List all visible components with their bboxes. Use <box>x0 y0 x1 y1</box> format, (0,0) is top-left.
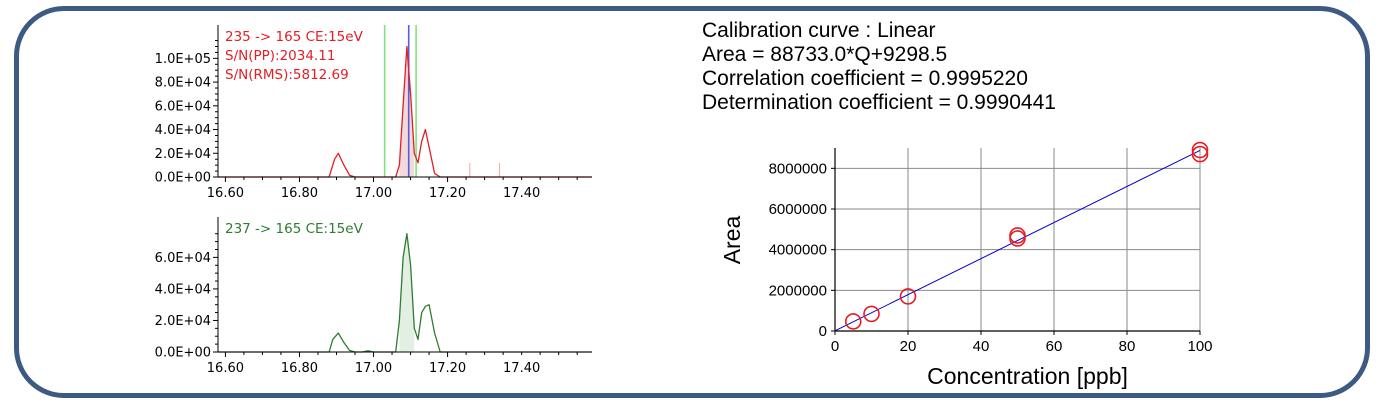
chrom2-x-tick-label: 16.60 <box>207 361 244 376</box>
calib-y-tick-label: 4000000 <box>769 242 827 259</box>
chrom1-y-tick-label: 8.0E+04 <box>155 76 211 91</box>
calib-x-tick-label: 20 <box>900 338 917 355</box>
chrom1-x-tick-label: 16.80 <box>281 186 318 201</box>
chrom1-trace <box>218 45 592 178</box>
calib-point <box>844 313 862 330</box>
chrom2-y-tick-label: 6.0E+04 <box>155 251 211 266</box>
chrom1-y-tick-label: 0.0E+00 <box>155 171 211 186</box>
calib-x-label: Concentration [ppb] <box>927 363 1128 389</box>
chrom1-annotation: 235 -> 165 CE:15eV <box>225 29 364 45</box>
chrom1-y-tick-label: 2.0E+04 <box>155 147 211 162</box>
chrom2-x-tick-label: 16.80 <box>281 361 318 376</box>
calib-point <box>863 305 880 323</box>
panel-frame <box>14 6 1370 398</box>
calib-y-tick-label: 8000000 <box>769 160 827 177</box>
chrom1-peak-area <box>399 46 415 178</box>
chrom1-x-tick-label: 17.00 <box>355 186 392 201</box>
chrom1-annotation: S/N(PP):2034.11 <box>225 48 335 64</box>
chrom1-x-tick-label: 17.20 <box>429 186 466 201</box>
calib-point <box>1191 145 1209 163</box>
chrom1-annotation: S/N(RMS):5812.69 <box>225 67 349 83</box>
calib-y-tick-label: 2000000 <box>769 282 827 299</box>
calib-x-tick-label: 80 <box>1119 338 1136 355</box>
calib-fit-line <box>834 149 1201 332</box>
calib-x-tick-label: 40 <box>973 338 990 355</box>
calib-x-tick-label: 100 <box>1187 338 1212 355</box>
chrom1-y-tick-label: 1.0E+05 <box>155 52 211 67</box>
calibration-type: Calibration curve : Linear <box>702 19 936 42</box>
calib-point <box>899 288 917 305</box>
calib-x-tick-label: 0 <box>831 338 839 355</box>
chrom1-x-tick-label: 17.40 <box>503 186 540 201</box>
chrom1-y-tick-label: 4.0E+04 <box>155 123 211 138</box>
chrom2-y-tick-label: 4.0E+04 <box>155 282 211 297</box>
determination-coefficient: Determination coefficient = 0.9990441 <box>702 91 1056 114</box>
calib-y-tick-label: 6000000 <box>769 201 827 218</box>
calib-point <box>1009 227 1026 244</box>
chrom2-x-tick-label: 17.40 <box>503 361 540 376</box>
calib-x-tick-label: 60 <box>1046 338 1063 355</box>
chrom2-trace <box>218 233 592 353</box>
calibration-info: Calibration curve : Linear Area = 88733.… <box>702 19 1056 115</box>
chrom2-x-tick-label: 17.00 <box>355 361 392 376</box>
chrom1-x-tick-label: 16.60 <box>207 186 244 201</box>
correlation-coefficient: Correlation coefficient = 0.9995220 <box>702 67 1028 90</box>
chrom2-annotation: 237 -> 165 CE:15eV <box>225 221 364 237</box>
chrom1-y-tick-label: 6.0E+04 <box>155 99 211 114</box>
calibration-equation: Area = 88733.0*Q+9298.5 <box>702 43 948 66</box>
calib-point <box>1191 141 1209 159</box>
chrom2-y-tick-label: 0.0E+00 <box>155 346 211 361</box>
calib-y-label: Area <box>719 216 745 265</box>
calib-y-tick-label: 0 <box>819 323 827 340</box>
chrom2-x-tick-label: 17.20 <box>429 361 466 376</box>
chrom2-y-tick-label: 2.0E+04 <box>155 314 211 329</box>
